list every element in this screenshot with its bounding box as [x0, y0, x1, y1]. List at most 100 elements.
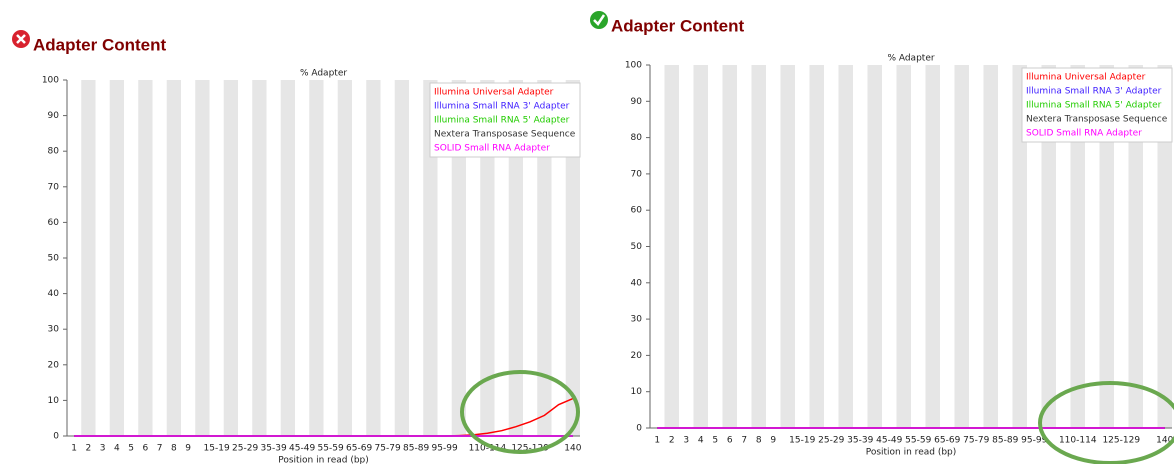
y-tick-label: 70 — [48, 182, 60, 192]
x-tick-label: 45-49 — [876, 436, 902, 446]
stripe — [954, 65, 969, 428]
stripe — [867, 65, 882, 428]
stripe — [983, 65, 998, 428]
y-tick-label: 50 — [631, 242, 643, 252]
stripe — [280, 80, 295, 436]
y-tick-label: 40 — [631, 278, 643, 288]
stripe — [896, 65, 911, 428]
x-tick-label: 95-99 — [432, 444, 458, 454]
x-tick-label: 4 — [698, 436, 704, 446]
legend-box — [429, 82, 581, 158]
x-tick-label: 5 — [128, 444, 134, 454]
legend-entry: Illumina Universal Adapter — [1026, 73, 1146, 83]
x-tick-label: 9 — [770, 436, 776, 446]
stripe — [1099, 65, 1114, 428]
x-tick-label: 65-69 — [346, 444, 372, 454]
x-tick-label: 125-129 — [1102, 436, 1140, 446]
x-tick-label: 7 — [157, 444, 163, 454]
y-tick-label: 90 — [48, 111, 60, 121]
pass-icon — [590, 11, 608, 29]
x-tick-label: 75-79 — [963, 436, 989, 446]
y-tick-label: 0 — [53, 432, 59, 442]
x-tick-label: 35-39 — [261, 444, 287, 454]
stripe — [1070, 65, 1085, 428]
y-tick-label: 100 — [625, 61, 642, 71]
stripe — [838, 65, 853, 428]
x-tick-label: 5 — [712, 436, 718, 446]
y-tick-label: 10 — [631, 387, 643, 397]
stripe — [223, 80, 238, 436]
stripe — [693, 65, 708, 428]
x-tick-label: 140 — [564, 444, 581, 454]
legend-entry: Illumina Small RNA 5' Adapter — [434, 116, 570, 126]
stripe — [1128, 65, 1143, 428]
stripe — [480, 80, 495, 436]
stripe — [722, 65, 737, 428]
x-tick-label: 25-29 — [818, 436, 844, 446]
stripe — [423, 80, 438, 436]
legend-entry: Illumina Small RNA 5' Adapter — [1026, 101, 1162, 111]
x-tick-label: 8 — [171, 444, 177, 454]
stripe — [1041, 65, 1056, 428]
stripe — [81, 80, 96, 436]
stripe — [195, 80, 210, 436]
x-tick-label: 85-89 — [992, 436, 1018, 446]
y-tick-label: 80 — [48, 147, 60, 157]
x-tick-label: 110-114 — [469, 444, 507, 454]
legend-entry: SOLID Small RNA Adapter — [434, 144, 550, 154]
x-tick-label: 45-49 — [289, 444, 315, 454]
stripe — [252, 80, 267, 436]
stripe — [925, 65, 940, 428]
y-tick-label: 10 — [48, 396, 60, 406]
x-tick-label: 125-129 — [511, 444, 549, 454]
stripe — [109, 80, 124, 436]
stripe — [138, 80, 153, 436]
highlight-circle — [460, 370, 580, 454]
stripe — [394, 80, 409, 436]
stripe — [664, 65, 679, 428]
legend-entry: Illumina Small RNA 3' Adapter — [434, 102, 570, 112]
stripe — [508, 80, 523, 436]
x-tick-label: 3 — [683, 436, 689, 446]
y-tick-label: 30 — [631, 315, 643, 325]
y-tick-label: 70 — [631, 169, 643, 179]
stripe — [309, 80, 324, 436]
x-tick-label: 65-69 — [934, 436, 960, 446]
y-tick-label: 50 — [48, 254, 60, 264]
highlight-circle — [1038, 381, 1174, 464]
plot-title: % Adapter — [887, 54, 934, 64]
x-tick-label: 6 — [143, 444, 149, 454]
x-tick-label: 3 — [100, 444, 106, 454]
x-tick-label: 25-29 — [232, 444, 258, 454]
chart-heading: Adapter Content — [33, 35, 167, 54]
stripe — [565, 80, 580, 436]
x-tick-label: 8 — [756, 436, 762, 446]
x-tick-label: 95-99 — [1021, 436, 1047, 446]
stripe — [1012, 65, 1027, 428]
x-axis-label: Position in read (bp) — [866, 448, 957, 458]
x-tick-label: 55-59 — [318, 444, 344, 454]
stripe — [451, 80, 466, 436]
legend-entry: Nextera Transposase Sequence — [434, 130, 576, 140]
y-tick-label: 100 — [42, 76, 59, 86]
x-axis-label: Position in read (bp) — [278, 456, 369, 464]
stripe — [537, 80, 552, 436]
stripe — [809, 65, 824, 428]
x-tick-label: 85-89 — [403, 444, 429, 454]
x-tick-label: 9 — [185, 444, 191, 454]
y-tick-label: 60 — [48, 218, 60, 228]
x-tick-label: 110-114 — [1059, 436, 1097, 446]
chart-heading: Adapter Content — [611, 16, 745, 35]
x-tick-label: 1 — [654, 436, 660, 446]
x-tick-label: 35-39 — [847, 436, 873, 446]
y-tick-label: 20 — [631, 351, 643, 361]
x-tick-label: 2 — [669, 436, 675, 446]
x-tick-label: 55-59 — [905, 436, 931, 446]
y-tick-label: 20 — [48, 360, 60, 370]
legend-box — [1021, 67, 1173, 143]
x-tick-label: 15-19 — [204, 444, 230, 454]
x-tick-label: 1 — [71, 444, 77, 454]
y-tick-label: 60 — [631, 206, 643, 216]
stripe — [166, 80, 181, 436]
